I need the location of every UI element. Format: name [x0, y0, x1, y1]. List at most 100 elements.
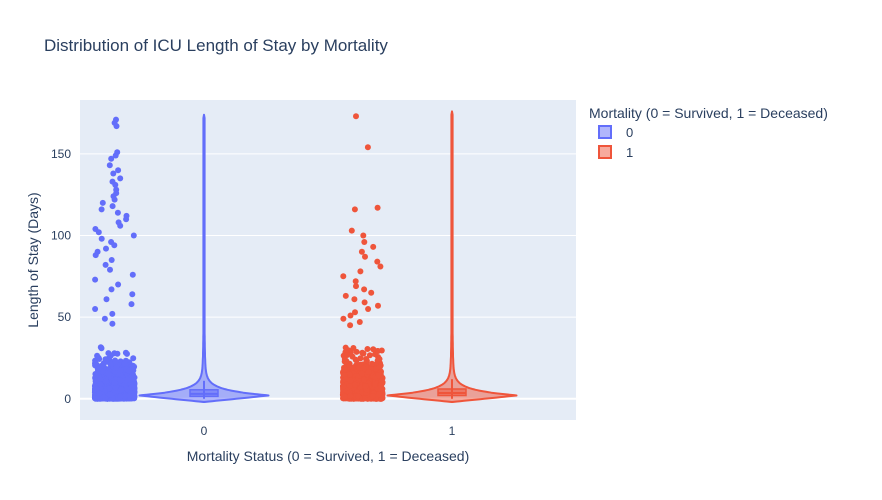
- data-point: [360, 232, 367, 239]
- data-point: [118, 386, 125, 393]
- data-point: [359, 389, 365, 396]
- data-point: [342, 292, 349, 299]
- data-point: [128, 384, 135, 391]
- data-point: [352, 309, 358, 316]
- y-tick-label: 150: [51, 147, 71, 161]
- legend-swatch: [598, 125, 612, 139]
- data-point: [366, 352, 373, 359]
- data-point: [107, 361, 114, 367]
- data-point: [374, 204, 381, 211]
- data-point: [111, 379, 118, 386]
- data-point: [96, 390, 103, 397]
- data-point: [93, 385, 100, 392]
- data-point: [97, 376, 104, 383]
- data-point: [115, 167, 122, 174]
- data-point: [108, 257, 115, 263]
- data-point: [97, 381, 104, 388]
- legend-title: Mortality (0 = Survived, 1 = Deceased): [589, 105, 828, 121]
- data-point: [352, 381, 358, 388]
- data-point: [355, 393, 362, 400]
- data-point: [102, 261, 109, 268]
- data-point: [341, 393, 348, 400]
- data-point: [369, 393, 376, 400]
- data-point: [369, 360, 375, 367]
- data-point: [353, 357, 360, 364]
- y-tick-label: 50: [58, 310, 72, 324]
- data-point: [372, 381, 378, 388]
- data-point: [121, 393, 128, 400]
- data-point: [360, 365, 367, 372]
- data-point: [92, 276, 99, 283]
- data-point: [106, 371, 112, 378]
- data-point: [340, 273, 347, 280]
- data-point: [96, 365, 103, 372]
- data-point: [111, 196, 118, 203]
- y-tick-label: 100: [51, 229, 71, 243]
- data-point: [103, 245, 109, 252]
- data-point: [368, 289, 375, 296]
- chart-title: Distribution of ICU Length of Stay by Mo…: [44, 36, 388, 55]
- data-point: [117, 222, 124, 229]
- data-point: [370, 346, 377, 353]
- data-point: [378, 347, 385, 354]
- data-point: [365, 368, 372, 375]
- x-tick-label: 0: [201, 424, 208, 438]
- data-point: [117, 377, 124, 384]
- data-point: [121, 360, 128, 367]
- data-point: [110, 170, 117, 177]
- data-point: [358, 370, 365, 377]
- data-point: [353, 113, 359, 120]
- plot-background: [80, 100, 576, 420]
- data-point: [341, 372, 348, 378]
- data-point: [130, 232, 137, 239]
- data-point: [370, 243, 377, 250]
- data-point: [351, 206, 358, 213]
- violin-1: [386, 110, 518, 403]
- data-point: [108, 155, 115, 162]
- data-point: [92, 306, 99, 312]
- data-point: [112, 181, 119, 188]
- data-point: [106, 162, 113, 169]
- data-point: [117, 175, 124, 182]
- data-point: [126, 392, 133, 399]
- data-point: [375, 357, 382, 363]
- data-point: [107, 391, 114, 398]
- data-point: [129, 366, 136, 373]
- data-point: [124, 386, 131, 393]
- data-point: [364, 144, 371, 151]
- y-tick-labels: 0 50 100 150: [51, 147, 71, 406]
- data-point: [374, 258, 381, 265]
- legend-item-1[interactable]: 1: [598, 145, 633, 160]
- data-point: [358, 248, 365, 255]
- data-point: [363, 357, 370, 364]
- data-point: [353, 283, 359, 290]
- data-point: [129, 291, 136, 298]
- data-point: [352, 278, 359, 285]
- data-point: [98, 235, 105, 242]
- data-point: [361, 286, 368, 293]
- points-1: [339, 113, 386, 402]
- data-point: [377, 263, 384, 270]
- legend-label: 0: [626, 125, 633, 140]
- data-point: [109, 310, 116, 317]
- data-point: [359, 349, 366, 356]
- x-axis-label: Mortality Status (0 = Survived, 1 = Dece…: [187, 448, 469, 464]
- data-point: [113, 364, 120, 371]
- data-point: [109, 320, 116, 327]
- data-point: [108, 286, 115, 293]
- data-point: [99, 199, 106, 206]
- data-point: [347, 392, 354, 399]
- data-point: [129, 271, 136, 278]
- data-point: [340, 384, 347, 390]
- data-point: [112, 384, 119, 391]
- data-point: [128, 301, 135, 308]
- data-point: [117, 367, 124, 374]
- data-point: [356, 319, 363, 325]
- y-axis-label: Length of Stay (Days): [25, 192, 41, 327]
- legend-item-0[interactable]: 0: [598, 125, 633, 140]
- data-point: [350, 345, 357, 351]
- violin-0: [138, 113, 270, 403]
- x-tick-label: 1: [449, 424, 456, 438]
- data-point: [346, 371, 353, 378]
